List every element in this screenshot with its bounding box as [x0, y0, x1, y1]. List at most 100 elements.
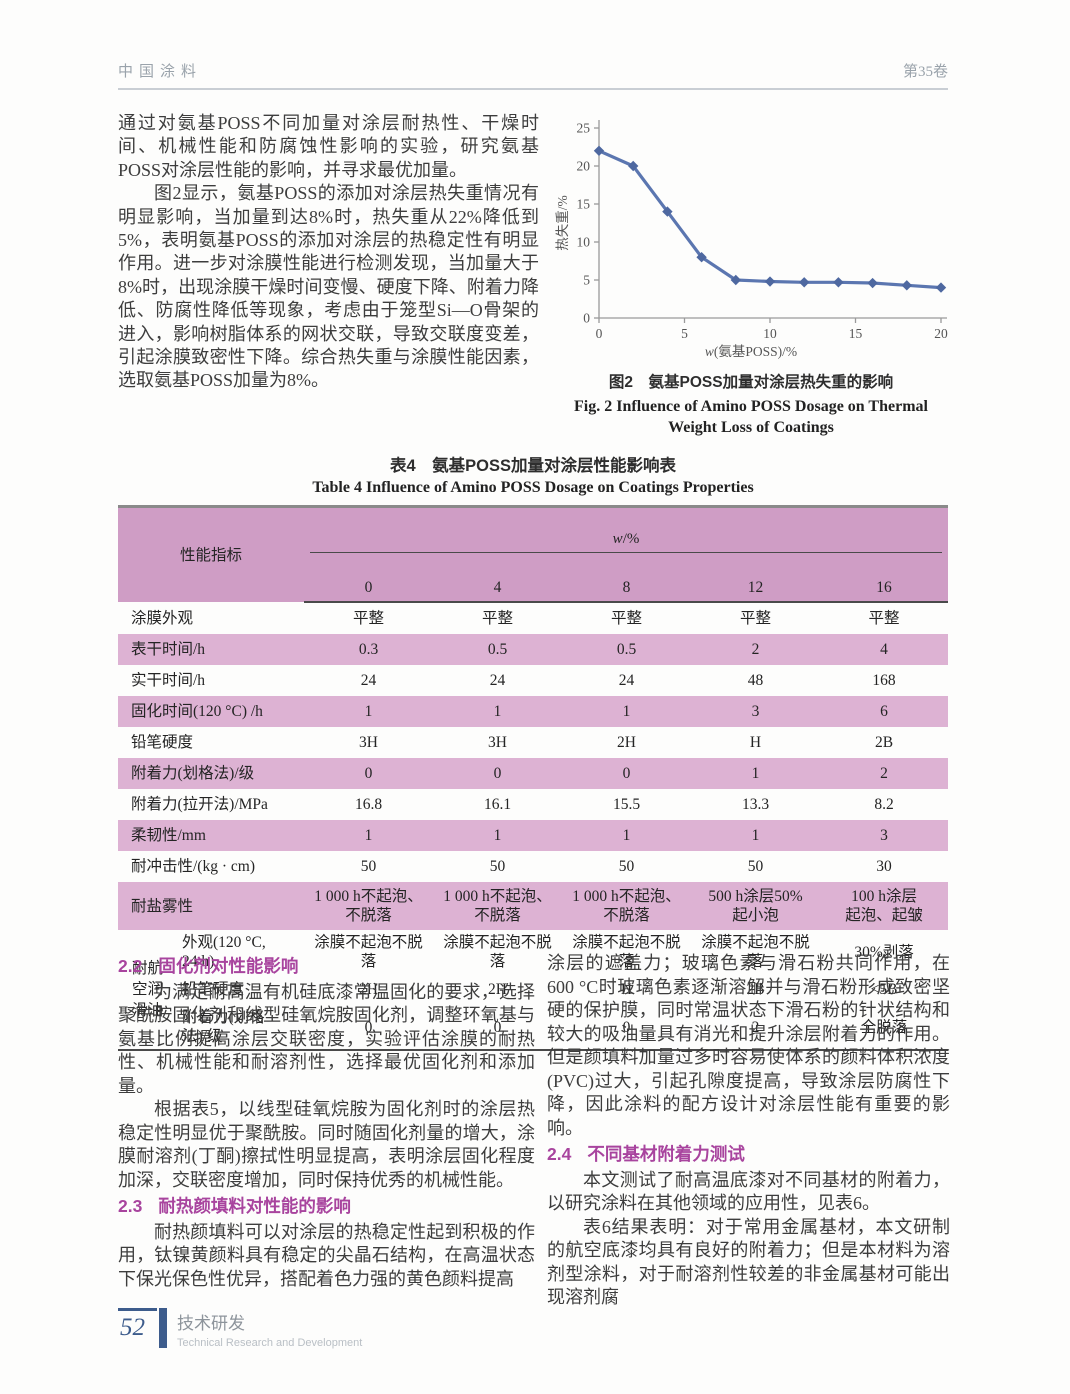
table-cell: 2	[691, 634, 821, 665]
table-cell: 50	[360, 858, 377, 875]
table-row: 铅笔硬度 2H 2H H 2B <5B	[118, 974, 948, 1005]
table-row: 附着力(划格法)/级 0 0 0 1 2	[118, 758, 949, 789]
row-label: 表干时间/h	[118, 634, 305, 665]
table-cell: 平整	[611, 610, 643, 627]
footer-labels: 技术研发 Technical Research and Development	[177, 1308, 362, 1349]
table-cell: 3H	[488, 734, 507, 751]
row-label: 铅笔硬度	[131, 734, 194, 751]
table-cell: 平整	[482, 610, 514, 627]
table-cell: 2H	[359, 981, 378, 998]
table-cell: 2H	[617, 734, 636, 751]
table-title-en: Table 4 Influence of Amino POSS Dosage o…	[312, 479, 754, 496]
table-cell: <5B	[870, 981, 898, 998]
table-cell: 30	[876, 858, 892, 875]
table-cell: 100 h涂层 起泡、起皱	[820, 882, 949, 930]
table-cell: 6	[820, 696, 949, 727]
w-unit: /%	[622, 531, 640, 547]
page-number: 52	[118, 1308, 157, 1343]
table-cell: 1	[304, 696, 434, 727]
column-header: 16	[820, 575, 949, 603]
table-cell: 0	[364, 1018, 373, 1036]
bottom-text: 2.2 固化剂对性能影响 为满足耐高温有机硅底漆常温固化的要求，选择聚酰胺固化剂和…	[118, 952, 950, 1310]
svg-text:15: 15	[849, 326, 863, 341]
x-label-text: (氨基POSS)/%	[713, 344, 798, 359]
table-cell: 24	[360, 672, 377, 689]
svg-text:20: 20	[934, 326, 948, 341]
header-dosage-group: w/%	[304, 506, 949, 575]
chart-x-axis-label: w(氨基POSS)/%	[549, 340, 953, 360]
svg-text:0: 0	[596, 326, 603, 341]
table-row: 附着力(划格 法)/级 0 0 0 2 全脱落	[118, 1005, 948, 1050]
table-row: 涂膜外观 平整 平整 平整 平整 平整	[118, 602, 948, 634]
table-cell: 0	[493, 1018, 502, 1036]
column-header: 8	[562, 575, 692, 603]
svg-text:热失重/%: 热失重/%	[555, 195, 570, 251]
table-cell: 平整	[868, 610, 900, 627]
row-label: 附着力(划格法)/级	[118, 758, 305, 789]
table-cell: 平整	[740, 610, 772, 627]
table-cell: 3	[820, 820, 949, 851]
table-cell: 1	[691, 758, 821, 789]
svg-text:10: 10	[763, 326, 777, 341]
paragraph: 根据表5，以线型硅氧烷胺为固化剂时的涂层热稳定性明显优于聚酰胺。同时随固化剂量的…	[118, 1099, 535, 1190]
table-cell: 16.1	[483, 796, 512, 813]
bottom-left-column: 2.2 固化剂对性能影响 为满足耐高温有机硅底漆常温固化的要求，选择聚酰胺固化剂和…	[118, 952, 535, 1310]
row-label: 耐冲击性/(kg · cm)	[131, 858, 255, 875]
section-heading-2-2: 2.2 固化剂对性能影响	[118, 956, 299, 976]
table-cell: 1 000 h不起泡、 不脱落	[304, 882, 434, 930]
figure-caption-en-line2: Weight Loss of Coatings	[668, 419, 834, 436]
paragraph: 涂层的遮盖力；玻璃色素与滑石粉共同作用，在600 °C时玻璃色素逐渐溶解并与滑石…	[547, 953, 950, 1138]
row-label: 实干时间/h	[131, 672, 206, 689]
table-cell: 2B	[746, 981, 765, 998]
column-header-row: 0 4 8 12 16	[118, 575, 949, 603]
column-header: 12	[691, 575, 821, 603]
table-cell: 涂膜不起泡不脱落	[572, 934, 681, 970]
table-cell: 0	[562, 758, 692, 789]
table-cell: 50	[618, 858, 635, 875]
table-cell: H	[620, 981, 633, 998]
header-property-label: 性能指标	[118, 506, 305, 602]
table-cell: 1 000 h不起泡、 不脱落	[562, 882, 692, 930]
table-cell: 涂膜不起泡不脱落	[701, 934, 810, 970]
table-cell: 2B	[874, 734, 894, 751]
table-cell: H	[749, 734, 762, 751]
sub-row-label: 附着力(划格 法)/级	[182, 1009, 265, 1045]
table-cell: 0.5	[562, 634, 692, 665]
table-cell: 13.3	[741, 796, 770, 813]
paragraph: 本文测试了耐高温底漆对不同基材的附着力，以研究涂料在其他领域的应用性，见表6。	[547, 1169, 950, 1214]
table-cell: 48	[747, 672, 764, 689]
properties-table: 性能指标 w/% 0 4 8 12 16 涂膜外观 平整 平整 平整 平整 平整 表干时间/h 0.3…	[118, 505, 949, 1051]
table-row: 固化时间(120 °C) /h 1 1 1 3 6	[118, 696, 949, 727]
table-cell: 168	[872, 672, 896, 689]
table-row: 实干时间/h 24 24 24 48 168	[118, 665, 948, 696]
table-cell: 涂膜不起泡不脱落	[443, 934, 552, 970]
footer-divider	[159, 1308, 167, 1348]
paragraph: 为满足耐高温有机硅底漆常温固化的要求，选择聚酰胺固化剂和线型硅氧烷胺固化剂，调整…	[118, 981, 535, 1096]
table-cell: 24	[489, 672, 506, 689]
row-label: 固化时间(120 °C) /h	[118, 696, 305, 727]
table-row: 表干时间/h 0.3 0.5 0.5 2 4	[118, 634, 949, 665]
svg-text:5: 5	[583, 273, 590, 288]
footer-section-en: Technical Research and Development	[177, 1337, 363, 1349]
table-4-block: 表4 氨基POSS加量对涂层性能影响表 Table 4 Influence of…	[118, 452, 949, 1051]
table-title-zh: 表4 氨基POSS加量对涂层性能影响表	[389, 457, 677, 475]
table-cell: 15.5	[612, 796, 641, 813]
svg-text:25: 25	[577, 121, 591, 136]
svg-text:10: 10	[577, 235, 591, 250]
figure-caption-zh: 图2 氨基POSS加量对涂层热失重的影响	[608, 374, 894, 391]
row-label: 涂膜外观	[131, 609, 194, 627]
table-row: 耐航 空润 滑油 外观(120 °C, 24 h) 涂膜不起泡不脱落 涂膜不起泡不脱落…	[118, 930, 948, 1019]
sub-row-label: 铅笔硬度	[182, 981, 245, 998]
figure-caption-en-line1: Fig. 2 Influence of Amino POSS Dosage on…	[574, 398, 928, 415]
table-row: 柔韧性/mm 1 1 1 1 3	[118, 820, 949, 851]
x-label-symbol: w	[704, 344, 714, 359]
table-cell: 0.5	[433, 634, 563, 665]
table-cell: 1	[433, 820, 563, 851]
paragraph: 表6结果表明：对于常用金属基材，本文研制的航空底漆均具有良好的附着力；但是本材料…	[547, 1216, 950, 1308]
table-cell: 0	[304, 758, 434, 789]
bottom-right-column: 涂层的遮盖力；玻璃色素与滑石粉共同作用，在600 °C时玻璃色素逐渐溶解并与滑石…	[547, 952, 950, 1310]
table-cell: 8.2	[874, 796, 894, 813]
table-cell: 30%剥落	[854, 943, 914, 961]
section-heading-2-4: 2.4 不同基材附着力测试	[547, 1144, 745, 1164]
